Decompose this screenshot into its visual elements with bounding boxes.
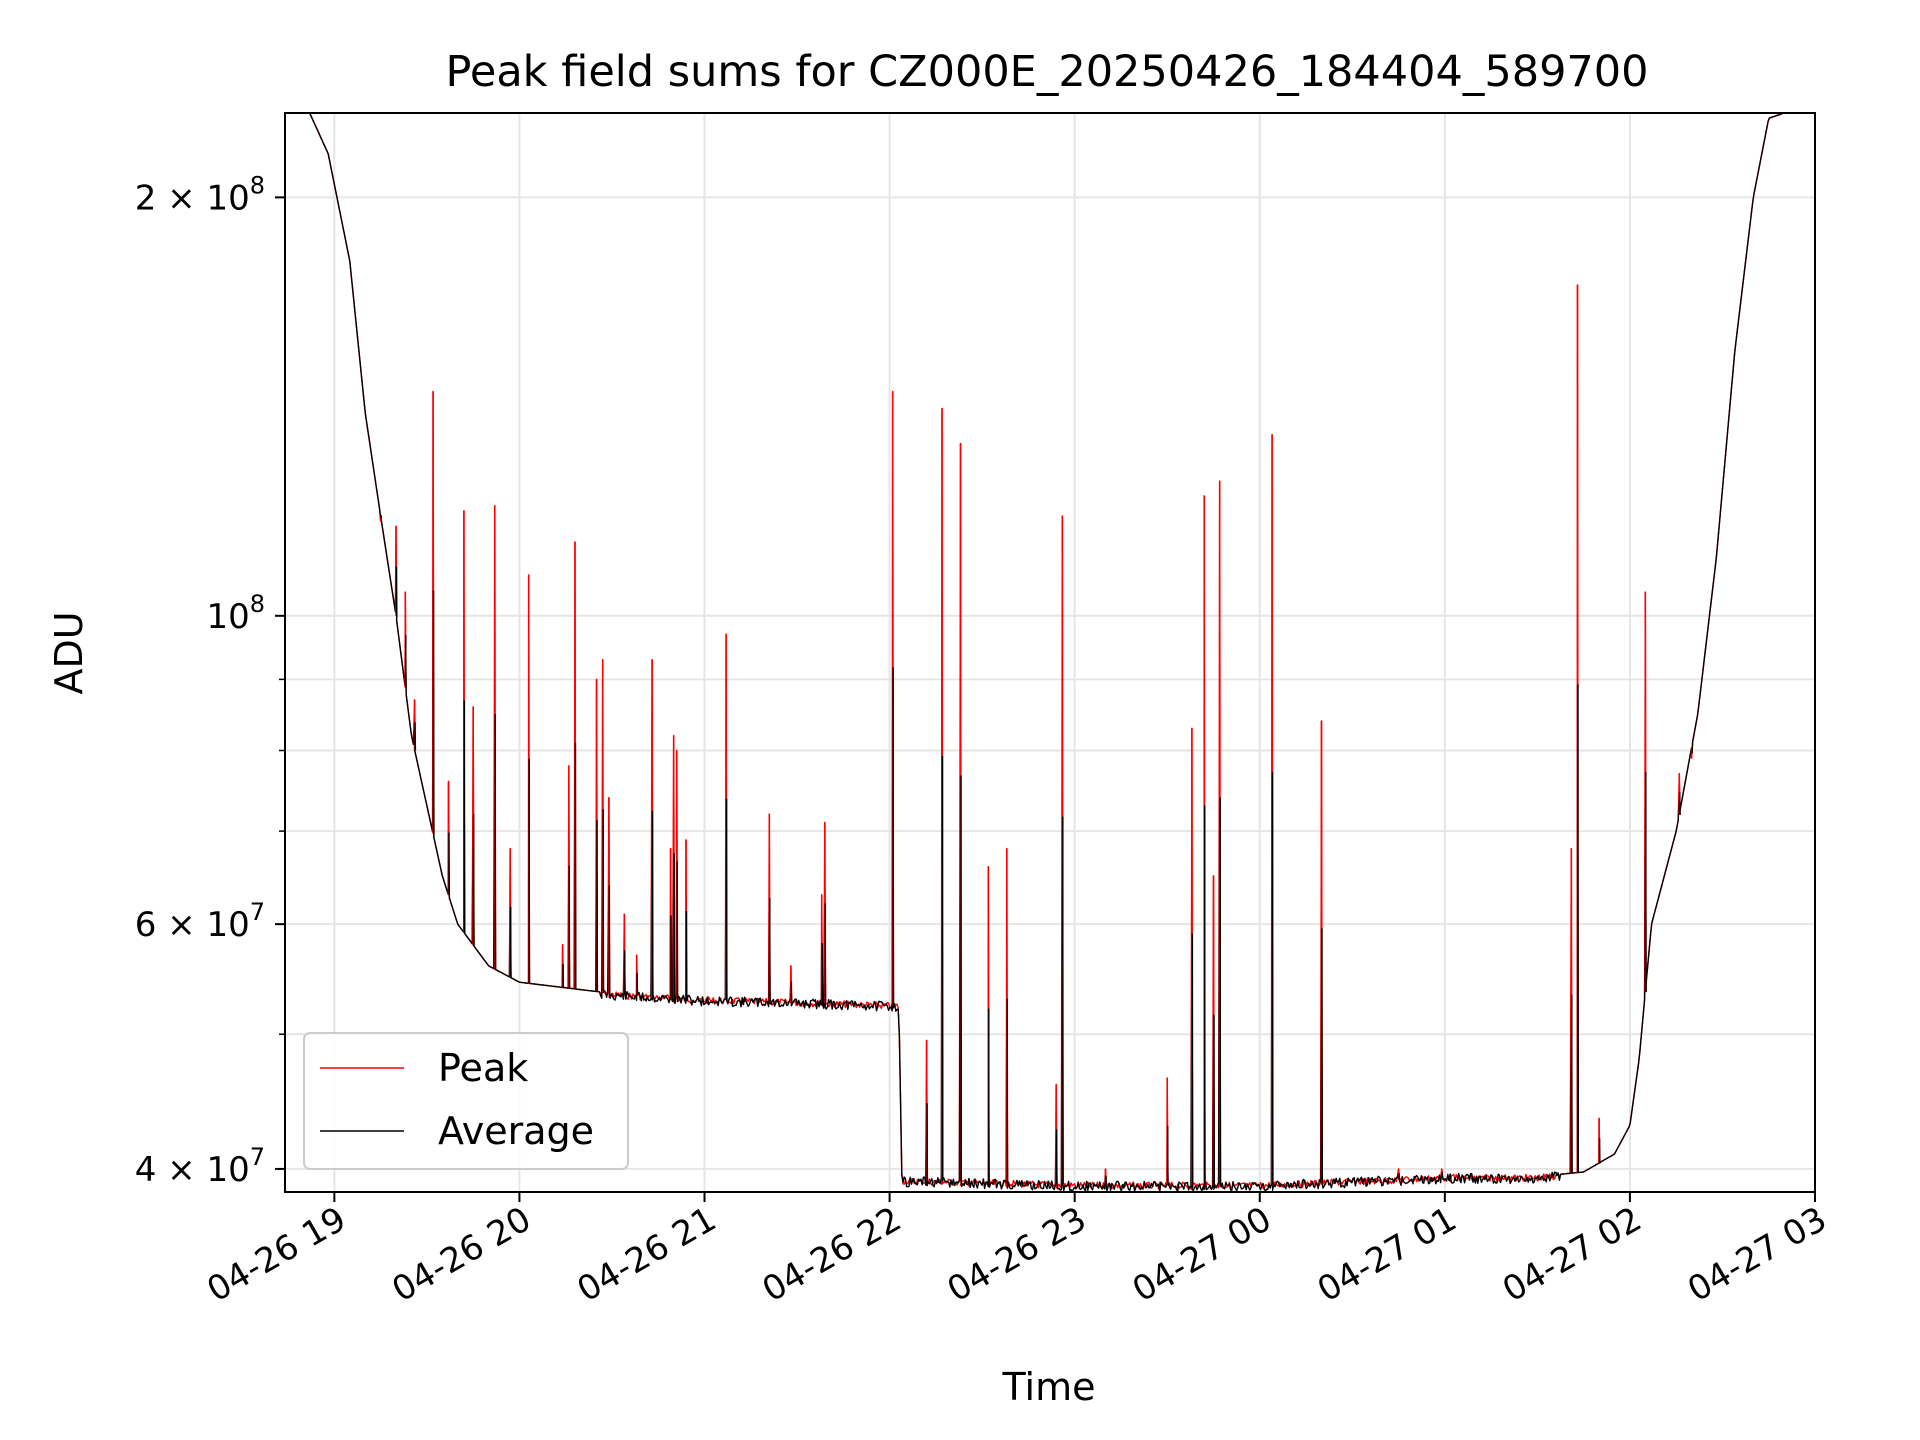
chart-title: Peak field sums for CZ000E_20250426_1844…: [445, 47, 1648, 97]
series-average-line: [285, 113, 1814, 1192]
legend-box: [303, 1032, 629, 1170]
y-axis-label: ADU: [47, 611, 91, 694]
plot-frame: [284, 112, 1816, 1193]
y-tick-label: 4 × 107: [135, 1143, 265, 1190]
x-axis-label: Time: [1002, 1365, 1096, 1409]
legend-average-label: Average: [438, 1109, 594, 1153]
legend-peak-label: Peak: [438, 1046, 528, 1090]
y-axis: 4 × 107 6 × 107 108 2 × 108: [135, 171, 285, 1190]
y-tick-label: 6 × 107: [135, 898, 265, 945]
y-tick-label: 2 × 108: [135, 171, 265, 218]
y-tick-label: 108: [206, 590, 265, 637]
legend: Peak Average: [303, 1032, 629, 1170]
series-layer: [285, 113, 1814, 1192]
